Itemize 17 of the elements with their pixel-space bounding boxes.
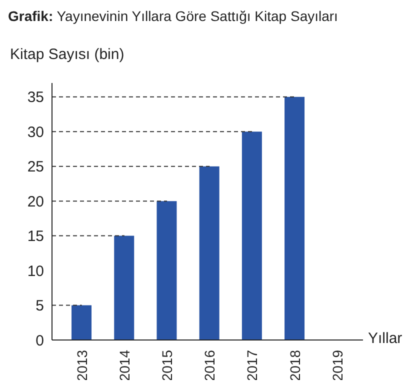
y-tick-label: 20 xyxy=(27,193,44,210)
y-tick-label: 5 xyxy=(36,298,44,315)
y-tick-label: 15 xyxy=(27,228,44,246)
y-tick-label: 35 xyxy=(27,89,44,106)
bar xyxy=(284,96,305,340)
y-tick-label: 25 xyxy=(27,158,44,176)
y-tick-label: 10 xyxy=(27,262,44,280)
bar xyxy=(199,166,220,340)
bar xyxy=(72,305,92,340)
y-axis-title: Kitap Sayısı (bin) xyxy=(10,46,124,63)
chart-title: Grafik: Yayınevinin Yıllara Göre Sattığı Kitap Sayıları xyxy=(8,8,338,24)
bar xyxy=(242,132,262,340)
x-axis-title: Yıllar xyxy=(368,330,402,347)
y-tick-label: 30 xyxy=(27,124,44,141)
bar xyxy=(156,201,177,340)
y-tick-label: 0 xyxy=(36,332,44,350)
bar xyxy=(114,236,134,340)
